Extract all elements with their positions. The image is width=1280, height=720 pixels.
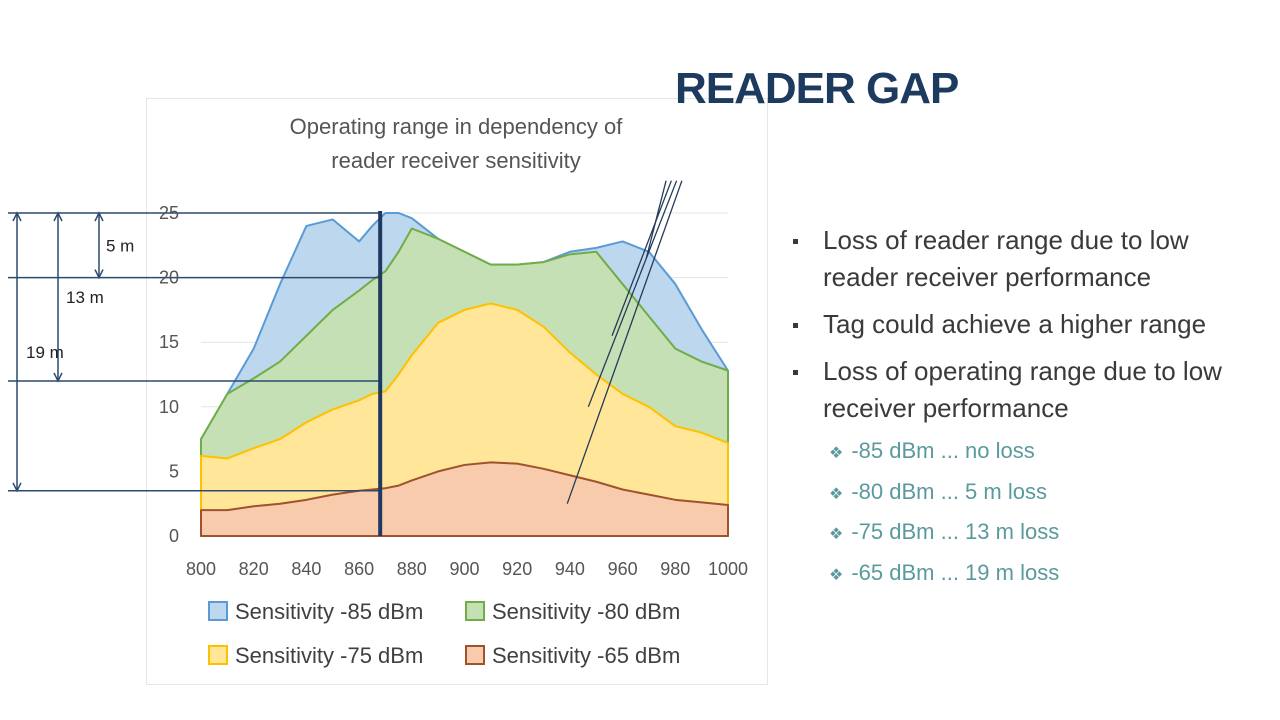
loss-item-85: ❖ -85 dBm ... no loss xyxy=(829,432,1059,473)
legend-label-2: Sensitivity -75 dBm xyxy=(235,643,423,668)
diamond-bullet-icon: ❖ xyxy=(829,485,844,503)
x-tick-label: 860 xyxy=(344,559,374,579)
legend: Sensitivity -85 dBm Sensitivity -80 dBm Se… xyxy=(208,599,680,668)
x-tick-label: 920 xyxy=(502,559,532,579)
series-area-3 xyxy=(200,461,729,537)
legend-swatch-2 xyxy=(208,645,228,665)
chart-text: Operating range in dependency of reader r… xyxy=(159,114,748,579)
dimension-label: 13 m xyxy=(66,288,104,307)
y-tick-label: 20 xyxy=(159,268,179,288)
legend-label-3: Sensitivity -65 dBm xyxy=(492,643,680,668)
arrowhead-down-icon xyxy=(94,269,104,280)
pointer-line xyxy=(566,180,683,504)
loss-item-text: -85 dBm ... no loss xyxy=(851,438,1035,463)
loss-item-text: -65 dBm ... 19 m loss xyxy=(851,559,1060,585)
x-tick-label: 840 xyxy=(291,559,321,579)
series-area-2 xyxy=(200,302,729,537)
bullet-reader-range-loss: Loss of reader range due to low reader r… xyxy=(790,222,1270,296)
x-tick-label: 960 xyxy=(608,559,638,579)
y-tick-label: 25 xyxy=(159,203,179,223)
y-tick-label: 5 xyxy=(169,461,179,481)
arrowhead-up-icon xyxy=(53,211,63,222)
diamond-bullet-icon: ❖ xyxy=(829,526,844,543)
loss-item-75: ❖ -75 dBm ... 13 m loss xyxy=(829,513,1059,554)
loss-item-text: -75 dBm ... 13 m loss xyxy=(851,519,1060,544)
sensitivity-loss-list: ❖ -85 dBm ... no loss ❖ -80 dBm ... 5 m lo… xyxy=(829,432,1059,594)
y-tick-label: 15 xyxy=(159,332,179,352)
legend-swatch-0 xyxy=(208,601,228,621)
chart-title-line-2: reader receiver sensitivity xyxy=(331,148,580,173)
pointer-line xyxy=(611,180,672,336)
y-tick-label: 10 xyxy=(159,397,179,417)
y-tick-label: 0 xyxy=(169,526,179,546)
diamond-bullet-icon: ❖ xyxy=(829,566,844,584)
x-tick-label: 940 xyxy=(555,559,585,579)
pointer-line xyxy=(587,180,678,408)
arrowhead-down-icon xyxy=(53,372,63,383)
arrowhead-up-icon xyxy=(12,211,22,222)
bullet-operating-range-loss: Loss of operating range due to low recei… xyxy=(790,353,1270,427)
x-tick-label: 880 xyxy=(397,559,427,579)
x-tick-label: 980 xyxy=(660,559,690,579)
x-tick-label: 800 xyxy=(186,559,216,579)
legend-swatch-1 xyxy=(465,601,485,621)
bullet-tag-higher-range: Tag could achieve a higher range xyxy=(790,306,1270,343)
dimension-arrows: 5 m 13 m 19 m xyxy=(12,211,134,493)
loss-item-80: ❖ -80 dBm ... 5 m loss xyxy=(829,473,1059,514)
series-areas xyxy=(200,212,729,537)
loss-item-65: ❖ -65 dBm ... 19 m loss xyxy=(829,554,1059,595)
chart-title-line-1: Operating range in dependency of xyxy=(290,114,624,139)
arrowhead-down-icon xyxy=(12,482,22,493)
pointer-lines xyxy=(566,180,683,504)
dimension-label: 5 m xyxy=(106,236,134,255)
legend-swatch-3 xyxy=(465,645,485,665)
headline: READER GAP xyxy=(675,64,959,113)
x-tick-label: 900 xyxy=(449,559,479,579)
dimension-label: 19 m xyxy=(26,343,64,362)
x-tick-label: 820 xyxy=(239,559,269,579)
diamond-bullet-icon: ❖ xyxy=(829,445,844,462)
arrowhead-up-icon xyxy=(94,211,104,222)
reference-lines xyxy=(8,212,381,492)
bullet-list: Loss of reader range due to low reader r… xyxy=(790,222,1270,437)
loss-item-text: -80 dBm ... 5 m loss xyxy=(851,478,1047,504)
legend-label-1: Sensitivity -80 dBm xyxy=(492,599,680,624)
x-tick-label: 1000 xyxy=(708,559,748,579)
legend-label-0: Sensitivity -85 dBm xyxy=(235,599,423,624)
